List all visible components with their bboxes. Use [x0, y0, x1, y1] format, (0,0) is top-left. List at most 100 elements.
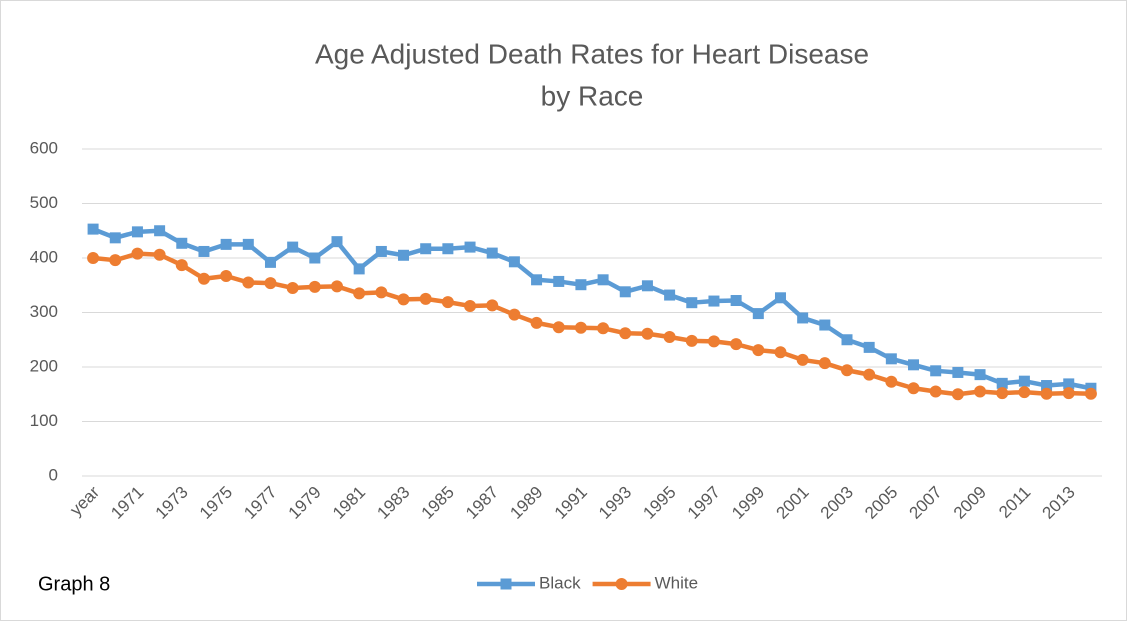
data-point: [797, 312, 809, 324]
data-point: [863, 341, 875, 353]
data-point: [974, 369, 986, 381]
y-tick-label: 300: [30, 302, 58, 321]
data-point: [109, 254, 122, 267]
data-point: [308, 280, 321, 293]
data-point: [464, 241, 476, 253]
data-point: [220, 238, 232, 250]
data-point: [752, 308, 764, 320]
data-point: [175, 259, 188, 272]
data-point: [1084, 387, 1097, 400]
data-point: [331, 280, 343, 293]
data-point: [264, 277, 277, 290]
data-point: [730, 295, 742, 307]
data-point: [841, 334, 853, 346]
data-point: [508, 308, 521, 321]
data-point: [198, 245, 210, 257]
data-point: [176, 237, 188, 249]
data-point: [664, 289, 676, 301]
data-point: [309, 252, 321, 264]
data-point: [1041, 380, 1053, 392]
data-point: [974, 385, 987, 398]
data-point: [331, 236, 343, 248]
data-point: [952, 366, 964, 378]
data-point: [686, 297, 698, 309]
data-point: [619, 286, 631, 298]
legend-item: Black: [477, 573, 581, 592]
data-point: [615, 578, 628, 590]
data-point: [353, 287, 366, 300]
data-point: [597, 274, 609, 286]
data-point: [87, 223, 99, 235]
data-point: [796, 353, 809, 366]
data-point: [774, 292, 786, 304]
data-point: [508, 256, 520, 268]
series-line: [92, 251, 1091, 397]
data-point: [641, 280, 653, 292]
data-point: [1062, 387, 1075, 400]
data-point: [109, 232, 121, 244]
data-point: [87, 252, 100, 264]
chart-title: Age Adjusted Death Rates for Heart Disea…: [315, 38, 869, 69]
data-point: [264, 256, 276, 268]
data-point: [398, 249, 410, 261]
data-point: [574, 321, 587, 334]
data-point: [752, 344, 765, 357]
data-point: [220, 269, 233, 282]
data-point: [730, 338, 743, 351]
data-point: [131, 226, 143, 238]
y-tick-label: 100: [30, 411, 58, 430]
data-point: [908, 359, 920, 371]
data-point: [154, 225, 166, 237]
data-point: [242, 276, 255, 289]
y-tick-label: 500: [30, 193, 58, 212]
data-point: [500, 578, 512, 590]
legend-label: White: [655, 573, 698, 592]
data-point: [397, 293, 410, 306]
data-point: [242, 238, 254, 250]
data-point: [486, 247, 498, 259]
data-point: [131, 247, 144, 260]
data-point: [353, 263, 365, 275]
data-point: [841, 364, 853, 377]
data-point: [419, 292, 432, 305]
data-point: [885, 353, 897, 365]
data-point: [907, 382, 920, 395]
series-line: [92, 227, 1092, 391]
data-point: [619, 327, 632, 340]
data-point: [1018, 386, 1031, 399]
y-tick-label: 400: [30, 247, 58, 266]
data-point: [1063, 378, 1075, 390]
data-point: [420, 243, 432, 255]
data-point: [708, 295, 720, 307]
data-point: [863, 368, 876, 381]
data-point: [553, 275, 565, 287]
data-point: [929, 385, 942, 398]
data-point: [885, 375, 898, 388]
data-point: [531, 274, 543, 286]
data-point: [575, 279, 587, 291]
y-tick-label: 0: [49, 465, 58, 484]
data-point: [641, 327, 654, 340]
data-point: [819, 319, 831, 331]
data-point: [1018, 375, 1030, 387]
data-point: [287, 241, 299, 253]
chart-title: by Race: [541, 80, 644, 111]
data-point: [685, 334, 698, 347]
data-point: [464, 299, 477, 312]
data-point: [930, 365, 942, 377]
annotation: Graph 8: [38, 573, 110, 595]
legend-item: White: [592, 573, 698, 592]
data-point: [486, 299, 499, 312]
data-point: [1040, 387, 1053, 400]
data-point: [774, 346, 787, 359]
data-point: [286, 281, 299, 294]
data-point: [818, 357, 831, 370]
data-point: [441, 296, 454, 309]
data-point: [996, 387, 1009, 400]
data-point: [153, 248, 166, 261]
data-point: [552, 321, 565, 334]
data-point: [951, 388, 964, 401]
data-point: [442, 243, 454, 255]
